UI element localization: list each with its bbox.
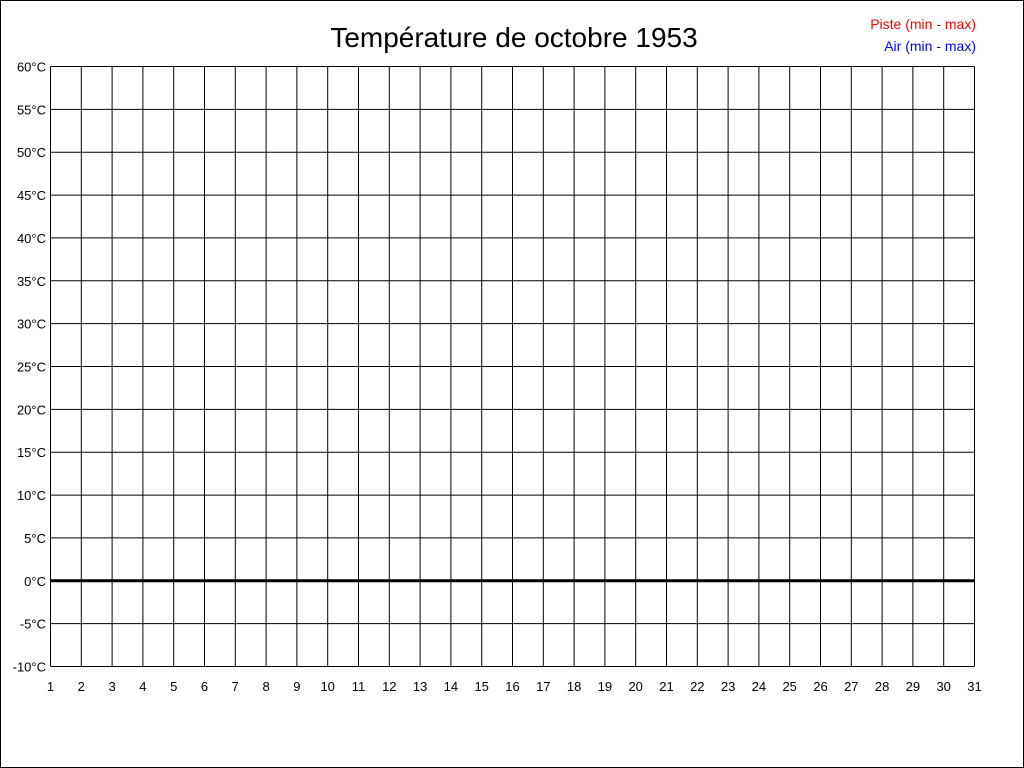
x-tick-label: 13 — [413, 679, 427, 694]
y-tick-label: 55°C — [17, 102, 46, 117]
x-tick-label: 5 — [170, 679, 177, 694]
y-tick-label: 35°C — [17, 274, 46, 289]
x-tick-label: 20 — [628, 679, 642, 694]
x-axis: 1 2 3 4 5 6 7 8 9 10 11 12 13 14 15 16 17 18 19 20 21 22 23 24 2… — [47, 679, 982, 694]
x-tick-label: 10 — [320, 679, 334, 694]
x-tick-label: 26 — [813, 679, 827, 694]
y-tick-label: 15°C — [17, 445, 46, 460]
x-tick-label: 12 — [382, 679, 396, 694]
x-tick-label: 14 — [444, 679, 458, 694]
x-tick-label: 17 — [536, 679, 550, 694]
y-tick-label: 0°C — [24, 574, 46, 589]
y-tick-label: 20°C — [17, 402, 46, 417]
y-tick-label: 10°C — [17, 488, 46, 503]
x-tick-label: 11 — [352, 679, 366, 694]
y-tick-label: 25°C — [17, 360, 46, 375]
legend-entry: Air (min - max) — [884, 38, 976, 54]
y-tick-label: 60°C — [17, 60, 46, 75]
x-tick-label: 29 — [906, 679, 920, 694]
grid — [50, 66, 975, 667]
x-tick-label: 9 — [293, 679, 300, 694]
x-tick-label: 28 — [875, 679, 889, 694]
y-tick-label: 45°C — [17, 188, 46, 203]
x-tick-label: 7 — [232, 679, 239, 694]
x-tick-label: 8 — [262, 679, 269, 694]
x-tick-label: 2 — [78, 679, 85, 694]
x-tick-label: 1 — [47, 679, 54, 694]
x-tick-label: 24 — [752, 679, 766, 694]
x-tick-label: 18 — [567, 679, 581, 694]
x-tick-label: 3 — [108, 679, 115, 694]
legend: Piste (min - max) Air (min - max) — [870, 16, 976, 54]
y-tick-label: 40°C — [17, 231, 46, 246]
y-tick-label: 30°C — [17, 317, 46, 332]
x-tick-label: 23 — [721, 679, 735, 694]
chart-title: Température de octobre 1953 — [330, 22, 697, 53]
legend-entry: Piste (min - max) — [870, 16, 976, 32]
x-tick-label: 19 — [598, 679, 612, 694]
x-tick-label: 22 — [690, 679, 704, 694]
y-tick-label: -10°C — [13, 660, 46, 675]
x-tick-label: 31 — [967, 679, 981, 694]
y-axis: -10°C -5°C 0°C 5°C 10°C 15°C 20°C 25°C 30°C 35°C 4… — [13, 60, 46, 675]
x-tick-label: 25 — [782, 679, 796, 694]
x-tick-label: 6 — [201, 679, 208, 694]
x-tick-label: 27 — [844, 679, 858, 694]
x-tick-label: 4 — [139, 679, 146, 694]
x-tick-label: 15 — [474, 679, 488, 694]
y-tick-label: 50°C — [17, 145, 46, 160]
x-tick-label: 16 — [505, 679, 519, 694]
y-tick-label: 5°C — [24, 531, 46, 546]
x-tick-label: 30 — [936, 679, 950, 694]
y-tick-label: -5°C — [20, 617, 46, 632]
x-tick-label: 21 — [659, 679, 673, 694]
